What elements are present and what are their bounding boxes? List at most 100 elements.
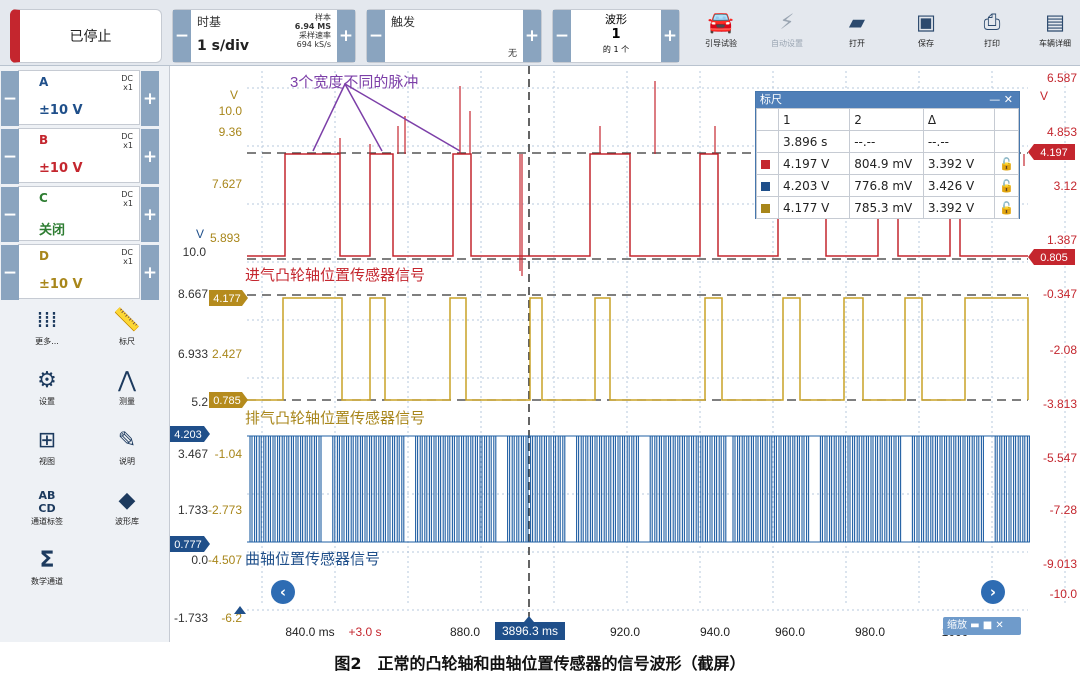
lock-icon[interactable]: 🔓	[994, 196, 1019, 219]
left-axis-a-tick: 0.0	[191, 553, 208, 567]
ruler-d-1: 4.177 V	[777, 196, 851, 219]
run-status-label: 已停止	[69, 29, 112, 45]
channel-d-range: ±10 V	[39, 277, 83, 292]
car-icon: 🚘	[707, 10, 735, 34]
channel-a-minus-button[interactable]: −	[1, 71, 19, 126]
sigma-icon: Σ	[39, 548, 55, 573]
channel-b-minus-button[interactable]: −	[1, 129, 19, 184]
timebase-plus-button[interactable]: +	[337, 10, 355, 62]
waveform-minus-button[interactable]: −	[553, 10, 571, 62]
channel-a-plus-button[interactable]: +	[141, 71, 159, 126]
open-button[interactable]: ▰ 打开	[829, 6, 885, 62]
channel-c-control[interactable]: − C DC x1 关闭 +	[1, 186, 159, 242]
ruler-col-2: 2	[849, 108, 924, 131]
channel-b-control[interactable]: − B DC x1 ±10 V +	[1, 128, 159, 184]
measure-tool[interactable]: ⋀ 测量	[92, 366, 162, 407]
channel-b-marker-text: 4.197	[1040, 147, 1068, 159]
left-axis-a-inner: -1.04	[215, 447, 243, 461]
channel-d-marker	[209, 290, 248, 306]
ruler-time-swatch	[756, 130, 779, 153]
channel-b-coupling: DC x1	[121, 132, 133, 150]
printer-icon: ⎙	[983, 10, 1001, 34]
ruler-tool[interactable]: 📏 标尺	[92, 306, 162, 347]
lock-icon[interactable]: 🔓	[994, 174, 1019, 197]
channel-a-marker	[170, 426, 210, 442]
channel-c-plus-button[interactable]: +	[141, 187, 159, 242]
waveform-plus-button[interactable]: +	[661, 10, 679, 62]
left-axis-a-tick: 3.467	[178, 447, 208, 461]
vehicle-details-button[interactable]: ▤ 车辆详细	[1030, 6, 1080, 62]
ruler-b-1: 4.197 V	[777, 152, 851, 175]
figure-caption: 图2 正常的凸轮轴和曲轴位置传感器的信号波形（截屏）	[334, 654, 746, 673]
scroll-up-marker	[234, 606, 246, 614]
cursor-time-box	[495, 622, 565, 640]
channel-a-low-marker	[170, 536, 210, 552]
right-axis-tick: -0.347	[1043, 287, 1077, 301]
ruler-b-swatch	[756, 152, 779, 175]
pulses-arrow	[344, 83, 383, 152]
ruler-header: 标尺 — ✕	[756, 92, 1019, 108]
scroll-left-button[interactable]: ‹	[271, 580, 295, 604]
run-stop-button[interactable]: 已停止	[10, 9, 162, 63]
channel-labels-tool[interactable]: AB CD 通道标签	[12, 486, 82, 527]
channel-b-plus-button[interactable]: +	[141, 129, 159, 184]
view-tool[interactable]: ⊞ 视图	[12, 426, 82, 467]
ruler-label: 标尺	[119, 337, 135, 346]
channel-d-name: D	[39, 249, 49, 263]
save-label: 保存	[918, 39, 934, 48]
lock-icon[interactable]: 🔓	[994, 152, 1019, 175]
channel-c-minus-button[interactable]: −	[1, 187, 19, 242]
top-toolbar: 已停止 − 时基 1 s/div 样本 6.94 MS 采样速率 694 kS/…	[0, 0, 1080, 66]
cursor-time-text: 3896.3 ms	[502, 624, 558, 638]
scope-plot[interactable]: V10.09.367.6275.893V10.08.6676.9335.24.1…	[170, 66, 1080, 642]
sample-rate: 694 kS/s	[296, 40, 331, 49]
notes-icon: ✎	[117, 428, 137, 453]
trigger-control[interactable]: − 触发 无 +	[366, 9, 542, 63]
channel-a-control[interactable]: − A DC x1 ±10 V +	[1, 70, 159, 126]
ruler-d-swatch	[756, 196, 779, 219]
channel-b-marker	[1028, 249, 1075, 265]
settings-tool[interactable]: ⚙ 设置	[12, 366, 82, 407]
auto-setup-button[interactable]: ⚡ 自动设置	[759, 6, 815, 62]
waveform-library-tool[interactable]: ◆ 波形库	[92, 486, 162, 527]
ruler-icon: 📏	[113, 308, 141, 333]
waveform-label: 波形	[605, 13, 627, 26]
x-axis-tick: 960.0	[775, 625, 805, 639]
scroll-right-button[interactable]: ›	[981, 580, 1005, 604]
left-axis-d-inner: 2.427	[212, 347, 242, 361]
zoom-control[interactable]: 缩放 ▬ ■ ✕	[943, 617, 1021, 635]
zoom-label: 缩放	[947, 620, 967, 631]
left-axis-d-tick: 10.0	[183, 245, 207, 259]
channel-d-coupling-text: DC	[121, 248, 133, 257]
timebase-control[interactable]: − 时基 1 s/div 样本 6.94 MS 采样速率 694 kS/s +	[172, 9, 356, 63]
channel-c-name: C	[39, 191, 48, 205]
auto-setup-label: 自动设置	[771, 39, 803, 48]
waveform-control[interactable]: − 波形 1 的 1 个 +	[552, 9, 680, 63]
ruler-close-icon[interactable]: — ✕	[989, 93, 1013, 106]
print-label: 打印	[984, 39, 1000, 48]
side-panel: − A DC x1 ±10 V + − B DC x1 ±10 V + − C DC…	[0, 66, 170, 642]
timebase-minus-button[interactable]: −	[173, 10, 191, 62]
math-channels-tool[interactable]: Σ 数学通道	[12, 546, 82, 587]
more-tool[interactable]: ⁞⁞⁞ 更多...	[12, 306, 82, 347]
trigger-plus-button[interactable]: +	[523, 10, 541, 62]
trigger-minus-button[interactable]: −	[367, 10, 385, 62]
channel-d-marker-text: 0.785	[213, 395, 241, 407]
channel-d-control[interactable]: − D DC x1 ±10 V +	[1, 244, 159, 300]
channel-d-minus-button[interactable]: −	[1, 245, 19, 300]
channel-c-coupling: DC x1	[121, 190, 133, 208]
print-button[interactable]: ⎙ 打印	[964, 6, 1020, 62]
ruler-d-2: 785.3 mV	[849, 196, 924, 219]
intake-annotation: 进气凸轮轴位置传感器信号	[245, 267, 425, 284]
right-axis-tick: -3.813	[1043, 397, 1077, 411]
left-axis-a-inner: -6.2	[221, 611, 242, 625]
ruler-time-delta: --.--	[922, 130, 996, 153]
save-button[interactable]: ▣ 保存	[898, 6, 954, 62]
guided-test-button[interactable]: 🚘 引导试验	[693, 6, 749, 62]
notes-tool[interactable]: ✎ 说明	[92, 426, 162, 467]
channel-d-plus-button[interactable]: +	[141, 245, 159, 300]
left-axis-a-tick: 1.733	[178, 503, 208, 517]
left-axis-a-tick: -1.733	[174, 611, 208, 625]
pulses-arrow	[312, 83, 346, 152]
